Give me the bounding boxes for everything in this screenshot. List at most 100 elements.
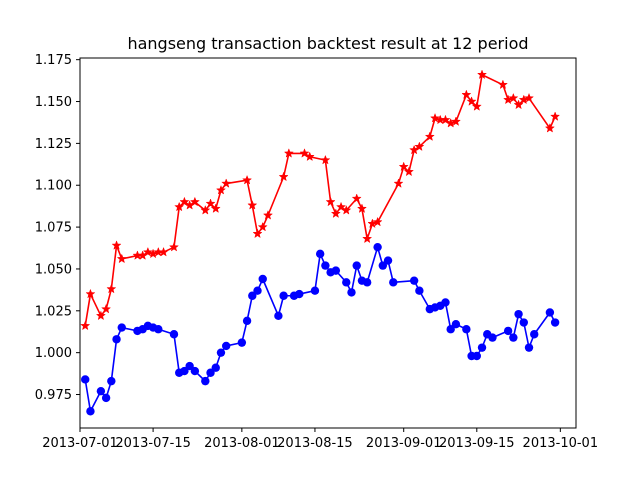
data-point-star (372, 216, 383, 227)
x-tick-label: 2013-10-01 (523, 436, 599, 451)
data-point-star (550, 111, 561, 121)
data-point-circle (446, 325, 455, 334)
data-point-circle (409, 276, 419, 285)
y-tick-label: 1.175 (35, 53, 72, 68)
x-tick-label: 2013-09-01 (366, 436, 442, 451)
data-point-star (351, 193, 362, 203)
data-point-star (341, 205, 352, 215)
data-point-star (257, 221, 268, 232)
axes-frame (79, 57, 577, 429)
x-tick-label: 2013-07-15 (115, 436, 191, 451)
data-point-star (158, 246, 169, 257)
data-point-star (330, 208, 341, 218)
data-point-circle (216, 348, 226, 357)
data-point-circle (81, 375, 90, 384)
data-point-star (461, 89, 472, 100)
data-point-circle (101, 393, 111, 403)
data-point-star (262, 210, 274, 220)
data-point-star (179, 196, 190, 207)
data-point-circle (347, 288, 356, 297)
data-point-circle (315, 249, 325, 259)
data-point-star (403, 166, 414, 177)
data-point-circle (524, 343, 534, 352)
data-point-circle (253, 286, 262, 295)
data-point-circle (373, 242, 382, 252)
data-point-circle (519, 318, 528, 327)
data-point-circle (509, 333, 518, 342)
data-point-star (304, 151, 315, 162)
chart-title: hangseng transaction backtest result at … (127, 34, 528, 53)
data-point-circle (242, 316, 252, 326)
data-point-star (95, 310, 106, 321)
data-point-circle (378, 261, 388, 270)
data-point-circle (295, 289, 304, 299)
data-point-star (544, 123, 555, 133)
data-point-circle (310, 286, 320, 295)
data-point-circle (362, 278, 372, 287)
y-tick-label: 1.025 (35, 304, 72, 319)
data-point-star (336, 201, 347, 212)
data-point-circle (462, 325, 471, 334)
y-tick-label: 1.125 (35, 137, 72, 152)
data-point-circle (488, 333, 497, 342)
data-point-circle (107, 376, 116, 386)
data-point-star (283, 148, 294, 158)
data-point-star (116, 253, 127, 264)
data-point-star (414, 141, 425, 152)
data-point-star (466, 96, 477, 106)
data-point-star (356, 203, 367, 213)
data-point-circle (550, 318, 560, 327)
data-point-circle (279, 291, 288, 300)
x-tick-label: 2013-07-01 (42, 436, 118, 451)
data-point-star (174, 201, 185, 212)
data-point-star (508, 92, 519, 103)
x-tick-label: 2013-08-01 (204, 436, 280, 451)
data-point-circle (96, 386, 106, 396)
data-point-star (215, 184, 227, 195)
data-point-star (320, 154, 331, 165)
data-point-star (200, 205, 211, 215)
data-point-circle (389, 278, 398, 287)
series-2 (81, 242, 560, 416)
data-point-star (242, 174, 253, 185)
data-point-circle (274, 311, 283, 321)
data-point-star (471, 101, 482, 111)
data-point-star (424, 131, 435, 141)
data-point-star (252, 228, 263, 239)
data-point-circle (530, 330, 539, 339)
plot-area (80, 69, 561, 416)
y-tick-label: 1.000 (35, 346, 72, 361)
data-point-star (429, 112, 441, 123)
data-point-circle (112, 335, 121, 344)
x-tick-label: 2013-08-15 (277, 436, 353, 451)
data-point-star (299, 148, 310, 158)
data-point-star (523, 92, 535, 103)
data-point-circle (477, 343, 487, 352)
data-point-star (205, 198, 216, 208)
data-point-star (278, 171, 289, 182)
y-tick-label: 1.050 (35, 262, 72, 277)
data-point-star (106, 283, 117, 294)
data-point-circle (415, 286, 424, 295)
data-point-circle (441, 298, 450, 307)
y-tick-label: 0.975 (35, 388, 72, 403)
data-point-circle (201, 376, 210, 386)
data-point-star (450, 116, 461, 126)
data-point-star (111, 240, 122, 250)
data-point-circle (545, 308, 555, 317)
data-point-circle (86, 407, 95, 416)
data-point-circle (514, 309, 523, 319)
data-point-star (189, 196, 200, 207)
data-point-circle (211, 363, 220, 372)
data-point-circle (190, 366, 200, 376)
data-point-circle (117, 323, 126, 332)
y-tick-label: 1.150 (35, 95, 72, 110)
data-point-circle (451, 319, 461, 329)
data-point-star (393, 178, 404, 188)
data-point-circle (221, 341, 231, 351)
data-point-circle (169, 330, 179, 339)
data-point-circle (352, 261, 361, 270)
